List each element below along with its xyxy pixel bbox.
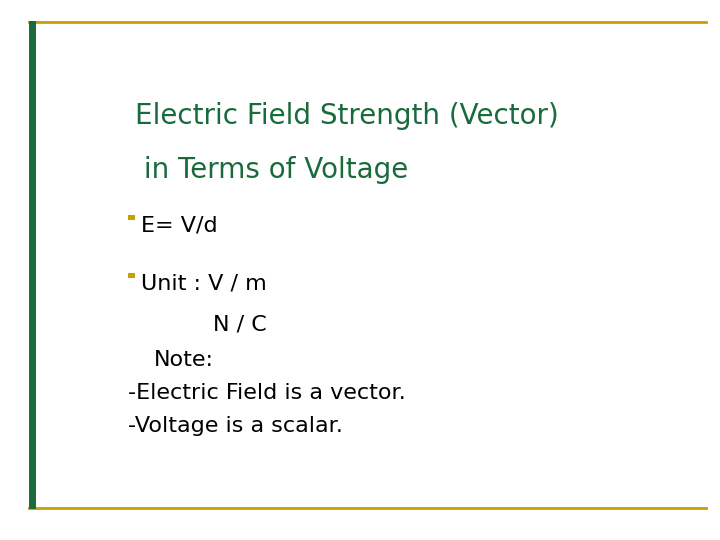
- Text: in Terms of Voltage: in Terms of Voltage: [135, 156, 408, 184]
- Text: Unit : V / m: Unit : V / m: [141, 273, 267, 293]
- Text: -Electric Field is a vector.: -Electric Field is a vector.: [128, 383, 405, 403]
- FancyBboxPatch shape: [128, 273, 135, 278]
- Text: Electric Field Strength (Vector): Electric Field Strength (Vector): [135, 102, 559, 130]
- Text: Note:: Note:: [154, 349, 214, 369]
- Text: E= V/d: E= V/d: [141, 215, 218, 235]
- Text: N / C: N / C: [213, 314, 266, 334]
- Text: -Voltage is a scalar.: -Voltage is a scalar.: [128, 416, 343, 436]
- FancyBboxPatch shape: [128, 215, 135, 220]
